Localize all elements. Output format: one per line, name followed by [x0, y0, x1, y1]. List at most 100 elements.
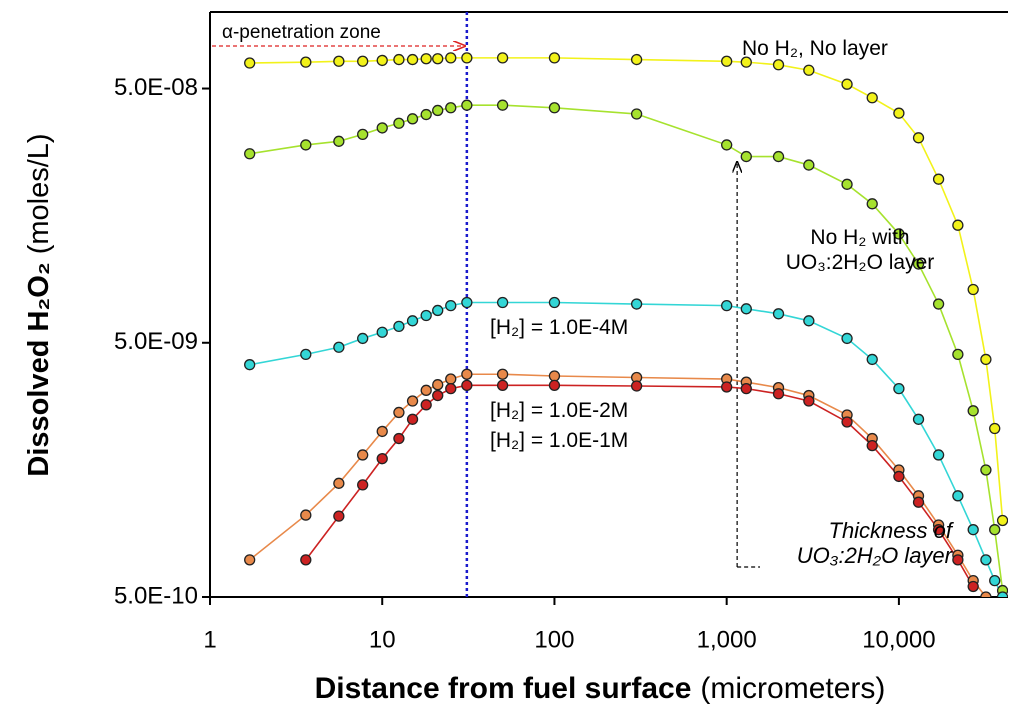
data-point: [333, 55, 345, 67]
data-point: [932, 173, 945, 185]
x-tick-label: 10: [369, 626, 396, 653]
y-axis-title: Dissolved H₂O₂ (moles/L): [23, 133, 55, 476]
data-point: [932, 449, 945, 461]
data-point: [393, 432, 405, 445]
data-point: [300, 509, 312, 521]
data-point: [893, 470, 905, 483]
data-point: [496, 52, 509, 64]
data-point: [376, 425, 388, 438]
data-point: [803, 395, 815, 407]
data-point: [721, 299, 733, 312]
data-point: [893, 107, 905, 119]
data-point: [989, 524, 1001, 536]
data-point: [393, 320, 405, 333]
data-point: [461, 296, 473, 309]
data-point: [432, 53, 444, 65]
data-point: [912, 413, 925, 425]
data-point: [866, 198, 878, 210]
data-point: [333, 135, 345, 147]
data-point: [952, 554, 964, 566]
data-point: [841, 78, 853, 90]
data-point: [357, 128, 369, 141]
data-point: [376, 122, 388, 134]
data-point: [980, 353, 992, 366]
data-point: [548, 296, 561, 309]
data-point: [244, 148, 256, 160]
data-point: [980, 464, 992, 476]
data-point: [406, 413, 419, 425]
data-point: [721, 139, 733, 151]
data-point: [357, 479, 369, 491]
data-point: [357, 449, 369, 461]
data-point: [357, 55, 369, 67]
data-point: [244, 554, 256, 566]
data-point: [432, 304, 444, 317]
data-point: [406, 315, 419, 327]
data-point: [432, 389, 444, 402]
data-point: [496, 296, 509, 309]
data-point: [420, 53, 432, 65]
data-point: [376, 326, 388, 338]
series-label: [H₂] = 1.0E-2M: [490, 399, 629, 422]
data-point: [932, 298, 945, 310]
x-tick-label: 10,000: [862, 626, 935, 653]
data-point: [445, 373, 457, 385]
data-point: [989, 422, 1001, 435]
data-point: [406, 395, 419, 407]
data-point: [980, 591, 992, 597]
data-point: [772, 388, 785, 400]
data-point: [740, 56, 752, 68]
data-point: [496, 368, 509, 380]
data-point: [393, 117, 405, 129]
data-point: [300, 348, 312, 361]
data-point: [866, 439, 878, 452]
data-point: [420, 399, 432, 411]
data-point: [912, 496, 925, 508]
annotation: Thickness of UO₃:2H₂O layer: [796, 518, 952, 568]
data-point: [989, 574, 1001, 587]
data-point: [803, 315, 815, 327]
x-axis-title-main: Distance from fuel surface: [315, 672, 692, 705]
data-point: [893, 382, 905, 395]
data-point: [866, 92, 878, 104]
y-axis-title-unit: (moles/L): [23, 133, 55, 254]
data-point: [721, 55, 733, 67]
data-point: [967, 524, 979, 536]
data-point: [893, 228, 905, 240]
data-point: [630, 380, 643, 392]
data-point: [461, 52, 473, 64]
series-label: [H₂] = 1.0E-1M: [490, 429, 629, 452]
data-point: [244, 359, 256, 371]
data-point: [866, 353, 878, 366]
data-point: [772, 59, 785, 71]
data-point: [952, 219, 964, 231]
data-point: [952, 348, 964, 361]
data-point: [445, 52, 457, 64]
data-point: [420, 108, 432, 121]
data-point: [393, 406, 405, 419]
series-label: [H₂] = 1.0E-4M: [490, 316, 629, 339]
data-point: [630, 298, 643, 310]
data-point: [967, 580, 979, 593]
data-point: [244, 57, 256, 69]
data-point: [432, 379, 444, 391]
data-point: [841, 416, 853, 428]
data-point: [740, 303, 752, 315]
series-label: No H₂, No layer: [742, 37, 888, 60]
x-tick-label: 1: [203, 626, 216, 653]
data-point: [496, 379, 509, 391]
data-point: [803, 159, 815, 171]
data-point: [461, 379, 473, 391]
data-point: [376, 453, 388, 465]
data-point: [548, 370, 561, 382]
series-line: [249, 57, 1004, 521]
x-tick-label: 1,000: [697, 626, 757, 653]
data-point: [445, 382, 457, 395]
data-point: [461, 99, 473, 111]
y-tick-label: 5.0E-08: [114, 74, 198, 101]
data-point: [721, 381, 733, 393]
data-point: [420, 309, 432, 322]
x-tick-label: 100: [534, 626, 574, 653]
data-point: [333, 341, 345, 353]
